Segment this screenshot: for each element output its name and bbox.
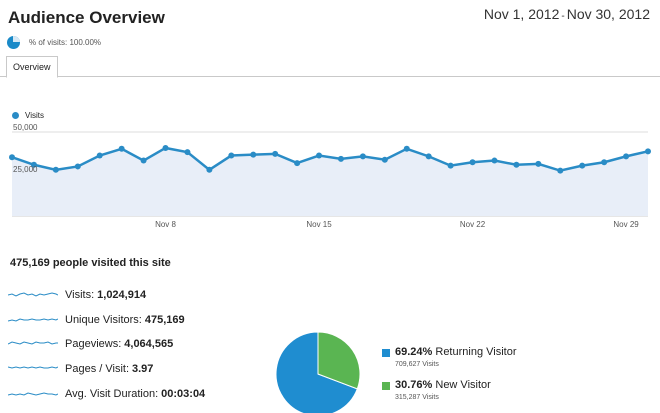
metric-value: 00:03:04 bbox=[161, 388, 206, 400]
metric-value: 1,024,914 bbox=[97, 289, 147, 301]
visits-point-26[interactable] bbox=[557, 167, 564, 174]
pie-slice-new-visitor bbox=[317, 331, 361, 390]
visitor-type-pie-chart[interactable] bbox=[276, 330, 366, 413]
visits-point-18[interactable] bbox=[381, 156, 388, 163]
visits-point-10[interactable] bbox=[206, 166, 213, 173]
metric-visits[interactable]: Visits: 1,024,914 bbox=[8, 287, 146, 303]
visits-legend-dot-icon bbox=[12, 112, 19, 119]
visits-point-12[interactable] bbox=[250, 151, 257, 158]
metric-value: 3.97 bbox=[132, 363, 154, 375]
tab-overview[interactable]: Overview bbox=[6, 56, 58, 78]
segment-pie-icon bbox=[7, 36, 20, 49]
segment-summary: % of visits: 100.00% bbox=[7, 36, 101, 49]
metric-label: Unique Visitors: bbox=[65, 314, 142, 326]
visits-line bbox=[11, 146, 649, 172]
returning-visitor-swatch bbox=[382, 349, 390, 357]
metric-label: Pages / Visit: bbox=[65, 363, 129, 375]
visits-point-21[interactable] bbox=[447, 162, 454, 169]
visits-point-14[interactable] bbox=[294, 160, 301, 167]
y-tick-label: 50,000 bbox=[13, 124, 38, 132]
returning-visitor-percent: 69.24% bbox=[395, 346, 433, 358]
visits-point-11[interactable] bbox=[228, 152, 235, 159]
date-start: Nov 1, 2012 bbox=[483, 6, 560, 22]
date-end: Nov 30, 2012 bbox=[566, 6, 650, 22]
visits-point-29[interactable] bbox=[623, 153, 630, 160]
sparkline-icon bbox=[8, 318, 58, 322]
visits-point-20[interactable] bbox=[425, 153, 432, 160]
visits-point-30[interactable] bbox=[645, 148, 651, 155]
visits-point-24[interactable] bbox=[513, 161, 520, 168]
metric-pages-per-visit[interactable]: Pages / Visit: 3.97 bbox=[8, 361, 153, 377]
tab-bar: Overview bbox=[0, 56, 660, 78]
visits-point-16[interactable] bbox=[337, 155, 344, 162]
visits-point-2[interactable] bbox=[30, 161, 37, 168]
y-tick-label: 25,000 bbox=[13, 165, 38, 174]
page-title: Audience Overview bbox=[8, 8, 165, 27]
returning-visitor-label: Returning Visitor bbox=[435, 346, 517, 358]
visits-points bbox=[9, 144, 651, 174]
visitors-headline: 475,169 people visited this site bbox=[10, 257, 171, 269]
date-range-picker[interactable]: Nov 1, 2012- Nov 30, 2012 bbox=[484, 6, 650, 22]
visits-point-3[interactable] bbox=[52, 166, 59, 173]
visits-point-1[interactable] bbox=[9, 154, 15, 161]
sparkline-icon bbox=[8, 366, 58, 369]
sparkline-icon bbox=[8, 341, 58, 345]
metric-label: Visits: bbox=[65, 289, 95, 301]
visits-point-19[interactable] bbox=[403, 145, 410, 152]
visits-point-7[interactable] bbox=[140, 157, 147, 164]
visits-point-8[interactable] bbox=[162, 144, 169, 151]
visits-point-17[interactable] bbox=[359, 153, 366, 160]
segment-label: % of visits: 100.00% bbox=[29, 38, 102, 47]
metric-unique-visitors[interactable]: Unique Visitors: 475,169 bbox=[8, 312, 185, 328]
metric-avg-visit-duration[interactable]: Avg. Visit Duration: 00:03:04 bbox=[8, 386, 205, 402]
visits-point-25[interactable] bbox=[535, 160, 542, 167]
sparkline-icon bbox=[8, 392, 58, 396]
visits-point-6[interactable] bbox=[118, 145, 125, 152]
pie-legend-new[interactable]: 30.76% New Visitor 315,287 Visits bbox=[382, 379, 491, 401]
x-tick-label: Nov 8 bbox=[155, 220, 176, 229]
x-axis-labels: Nov 8 Nov 15 Nov 22 Nov 29 bbox=[155, 220, 639, 229]
visits-point-5[interactable] bbox=[96, 152, 103, 159]
visits-point-22[interactable] bbox=[469, 159, 476, 166]
metric-value: 475,169 bbox=[144, 314, 185, 326]
x-tick-label: Nov 15 bbox=[306, 220, 332, 229]
new-visitor-swatch bbox=[382, 382, 390, 390]
y-axis-labels: 50,000 25,000 bbox=[13, 124, 38, 174]
visits-point-13[interactable] bbox=[272, 150, 279, 157]
visits-point-9[interactable] bbox=[184, 149, 191, 156]
x-tick-label: Nov 22 bbox=[460, 220, 486, 229]
date-separator: - bbox=[561, 11, 565, 22]
metric-pageviews[interactable]: Pageviews: 4,064,565 bbox=[8, 336, 173, 352]
pie-legend-returning[interactable]: 69.24% Returning Visitor 709,627 Visits bbox=[382, 346, 517, 368]
visits-area bbox=[12, 147, 648, 216]
new-visitor-percent: 30.76% bbox=[395, 379, 433, 391]
pie-slice-returning-visitor bbox=[276, 331, 358, 413]
visits-point-23[interactable] bbox=[491, 157, 498, 164]
returning-visitor-count: 709,627 Visits bbox=[395, 361, 439, 368]
chart-legend[interactable]: Visits bbox=[12, 111, 44, 120]
x-tick-label: Nov 29 bbox=[613, 220, 639, 229]
metric-label: Pageviews: bbox=[65, 338, 122, 350]
new-visitor-count: 315,287 Visits bbox=[395, 394, 439, 401]
metric-label: Avg. Visit Duration: bbox=[65, 388, 159, 400]
visits-point-28[interactable] bbox=[601, 159, 608, 166]
visits-point-27[interactable] bbox=[579, 162, 586, 169]
new-visitor-label: New Visitor bbox=[435, 379, 491, 391]
visits-line-chart[interactable]: 50,000 25,000 Nov 8 Nov 15 Nov 22 Nov 29 bbox=[0, 124, 660, 234]
chart-legend-label: Visits bbox=[25, 111, 44, 120]
metric-value: 4,064,565 bbox=[124, 338, 174, 350]
visits-point-15[interactable] bbox=[316, 152, 323, 159]
sparkline-icon bbox=[8, 292, 58, 297]
visits-point-4[interactable] bbox=[74, 163, 81, 170]
